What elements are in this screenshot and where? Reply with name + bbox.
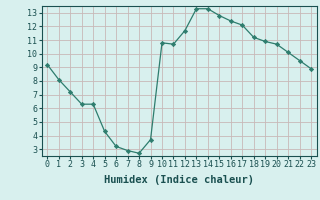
X-axis label: Humidex (Indice chaleur): Humidex (Indice chaleur) xyxy=(104,175,254,185)
